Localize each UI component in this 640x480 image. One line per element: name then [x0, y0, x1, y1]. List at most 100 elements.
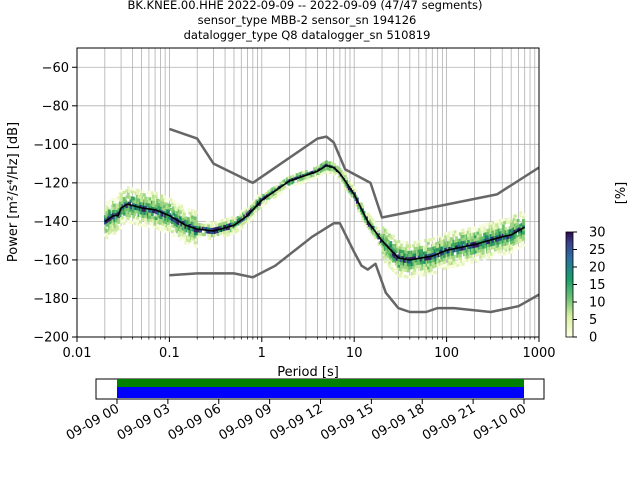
heatmap-cell	[128, 189, 131, 193]
heatmap-cell	[141, 223, 145, 228]
heatmap-cell	[503, 221, 507, 225]
heatmap-cell	[473, 250, 477, 254]
heatmap-cell	[118, 226, 122, 230]
colorbar-tick-label: 25	[589, 243, 606, 258]
heatmap-cell	[156, 201, 160, 206]
heatmap-cell	[475, 253, 478, 257]
heatmap-cell	[449, 258, 453, 263]
x-tick-label: 1000	[522, 346, 555, 361]
heatmap-cell	[451, 255, 454, 259]
heatmap-cell	[522, 228, 525, 232]
heatmap-cell	[154, 226, 158, 230]
heatmap-cell	[370, 217, 374, 222]
heatmap-cell	[397, 258, 401, 262]
heatmap-cell	[436, 257, 440, 261]
heatmap-cell	[522, 212, 525, 216]
timeline-tick-label: 09-09 06	[166, 401, 224, 443]
heatmap-cell	[104, 233, 107, 237]
heatmap-cell	[473, 226, 477, 230]
heatmap-cell	[173, 200, 177, 205]
heatmap-cell	[416, 271, 420, 275]
heatmap-cell	[181, 217, 185, 222]
heatmap-cell	[128, 201, 131, 206]
heatmap-cell	[334, 170, 338, 174]
heatmap-cell	[233, 221, 237, 225]
heatmap-cell	[223, 218, 227, 222]
heatmap-cell	[359, 202, 363, 206]
heatmap-cell	[116, 225, 119, 229]
heatmap-cell	[479, 233, 482, 238]
x-tick-label: 10	[346, 346, 363, 361]
heatmap-cell	[468, 258, 472, 262]
heatmap-cell	[252, 214, 256, 218]
heatmap-cell	[417, 249, 421, 253]
heatmap-cell	[476, 259, 480, 263]
heatmap-cell	[231, 219, 235, 223]
heatmap-cell	[124, 199, 127, 203]
heatmap-cell	[203, 233, 206, 237]
heatmap-cell	[138, 220, 142, 224]
heatmap-cell	[193, 222, 197, 226]
heatmap-cell	[418, 270, 422, 274]
heatmap-cell	[397, 264, 401, 268]
heatmap-cell	[219, 232, 223, 236]
heatmap-cell	[461, 250, 465, 254]
heatmap-cell	[436, 251, 440, 255]
heatmap-cell	[130, 221, 134, 225]
heatmap-cell	[229, 225, 233, 230]
heatmap-cell	[503, 245, 507, 250]
heatmap-cell	[433, 246, 437, 250]
heatmap-cell	[377, 226, 381, 231]
heatmap-cell	[177, 234, 181, 238]
heatmap-cell	[505, 239, 509, 243]
heatmap-cell	[388, 236, 391, 240]
heatmap-cell	[495, 247, 499, 252]
heatmap-cell	[160, 194, 164, 198]
heatmap-cell	[224, 221, 228, 225]
heatmap-cell	[496, 225, 500, 230]
heatmap-cell	[130, 187, 134, 191]
heatmap-cell	[193, 241, 197, 245]
heatmap-cell	[515, 241, 519, 245]
heatmap-cell	[522, 234, 525, 238]
heatmap-cell	[414, 265, 418, 269]
heatmap-cell	[208, 236, 212, 240]
heatmap-cell	[485, 235, 489, 239]
heatmap-cell	[240, 210, 244, 214]
y-axis-label: Power [m²/s⁴/Hz] [dB]	[6, 122, 21, 262]
heatmap-cell	[172, 233, 176, 238]
heatmap-cell	[333, 172, 336, 176]
mode-line	[104, 164, 526, 261]
heatmap-cell	[420, 267, 424, 271]
heatmap-cell	[313, 167, 316, 171]
heatmap-cell	[361, 205, 365, 209]
heatmap-cell	[512, 218, 516, 222]
heatmap-cell	[133, 218, 137, 222]
heatmap-cell	[208, 221, 212, 225]
heatmap-cell	[225, 217, 229, 222]
heatmap-cell	[181, 208, 185, 212]
heatmap-cell	[120, 195, 123, 199]
heatmap-cell	[453, 239, 457, 243]
heatmap-cell	[262, 193, 265, 198]
heatmap-cell	[183, 234, 186, 238]
heatmap-cell	[108, 209, 111, 213]
heatmap-cell	[483, 254, 486, 258]
heatmap-cell	[162, 195, 166, 199]
heatmap-cell	[459, 263, 462, 267]
heatmap-cell	[211, 224, 215, 228]
heatmap-cell	[252, 205, 256, 209]
heatmap-cell	[404, 274, 407, 279]
heatmap-cell	[183, 212, 186, 216]
heatmap-cell	[164, 229, 168, 234]
heatmap-cell	[105, 205, 109, 209]
x-tick-label: 1	[258, 346, 266, 361]
heatmap-cell	[114, 228, 118, 232]
heatmap-cell	[130, 190, 134, 194]
timeline-tick-label: 09-09 12	[267, 401, 325, 443]
heatmap-cell	[121, 216, 125, 220]
heatmap-cell	[187, 217, 190, 221]
heatmap-cell	[459, 256, 462, 261]
heatmap-cell	[381, 251, 385, 255]
